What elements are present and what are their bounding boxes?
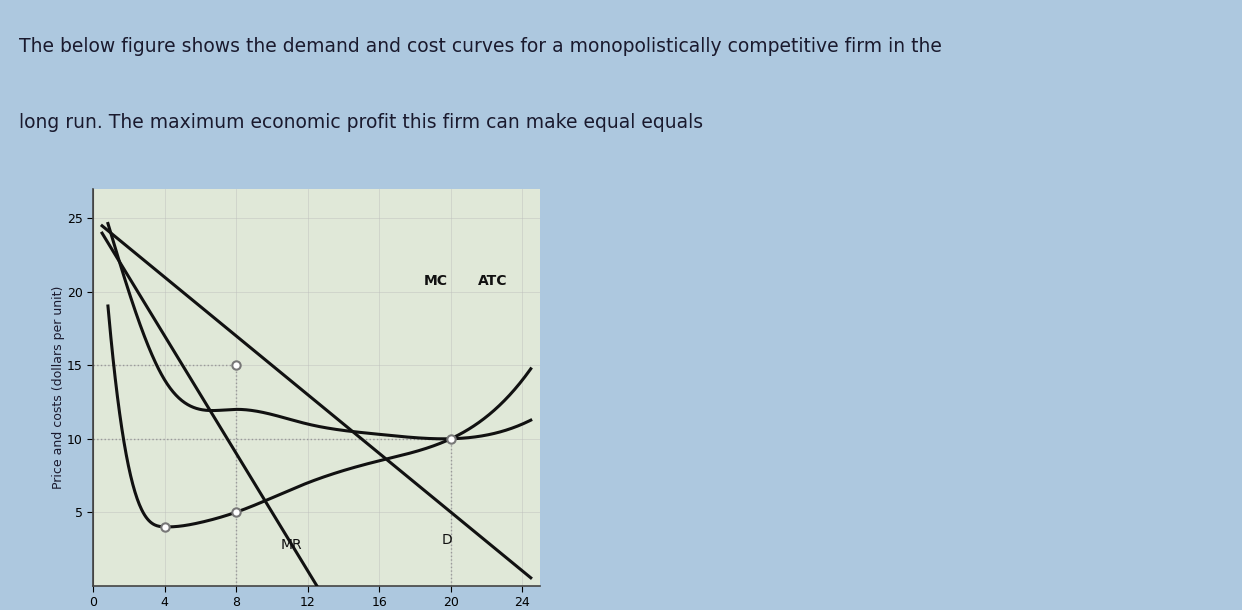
Text: D: D bbox=[442, 534, 452, 548]
Text: The below figure shows the demand and cost curves for a monopolistically competi: The below figure shows the demand and co… bbox=[19, 37, 941, 56]
Text: MR: MR bbox=[281, 538, 303, 552]
Text: long run. The maximum economic profit this firm can make equal equals: long run. The maximum economic profit th… bbox=[19, 113, 703, 132]
Text: ATC: ATC bbox=[478, 273, 507, 287]
Text: MC: MC bbox=[424, 273, 448, 287]
Y-axis label: Price and costs (dollars per unit): Price and costs (dollars per unit) bbox=[52, 285, 66, 489]
